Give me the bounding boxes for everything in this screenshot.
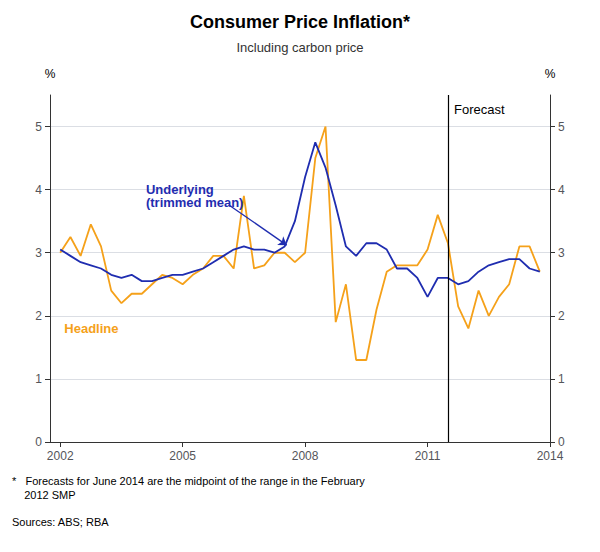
- svg-text:* Forecasts for June 2014 ar: * Forecasts for June 2014 are the midpoi…: [12, 475, 365, 487]
- svg-text:1: 1: [558, 372, 565, 386]
- svg-text:Headline: Headline: [64, 321, 118, 336]
- svg-text:1: 1: [35, 372, 42, 386]
- svg-text:0: 0: [558, 435, 565, 449]
- svg-text:%: %: [545, 67, 556, 81]
- svg-text:%: %: [45, 67, 56, 81]
- svg-text:3: 3: [558, 246, 565, 260]
- svg-text:3: 3: [35, 246, 42, 260]
- svg-text:Underlying: Underlying: [145, 182, 214, 198]
- svg-text:2008: 2008: [292, 449, 319, 463]
- svg-text:2005: 2005: [169, 449, 196, 463]
- svg-text:Consumer Price Inflation*: Consumer Price Inflation*: [190, 12, 410, 32]
- svg-text:2012 SMP: 2012 SMP: [12, 489, 76, 501]
- svg-text:2002: 2002: [47, 449, 74, 463]
- svg-text:0: 0: [35, 435, 42, 449]
- svg-text:Including carbon price: Including carbon price: [236, 40, 363, 55]
- svg-text:2011: 2011: [415, 449, 441, 463]
- svg-text:4: 4: [558, 183, 565, 197]
- svg-text:4: 4: [35, 183, 42, 197]
- svg-text:2: 2: [35, 309, 42, 323]
- svg-text:Forecast: Forecast: [454, 102, 505, 117]
- svg-text:Sources: ABS; RBA: Sources: ABS; RBA: [12, 516, 109, 528]
- svg-text:5: 5: [35, 120, 42, 134]
- svg-text:2: 2: [558, 309, 565, 323]
- svg-text:5: 5: [558, 120, 565, 134]
- svg-text:2014: 2014: [537, 449, 564, 463]
- svg-text:(trimmed mean): (trimmed mean): [146, 195, 244, 210]
